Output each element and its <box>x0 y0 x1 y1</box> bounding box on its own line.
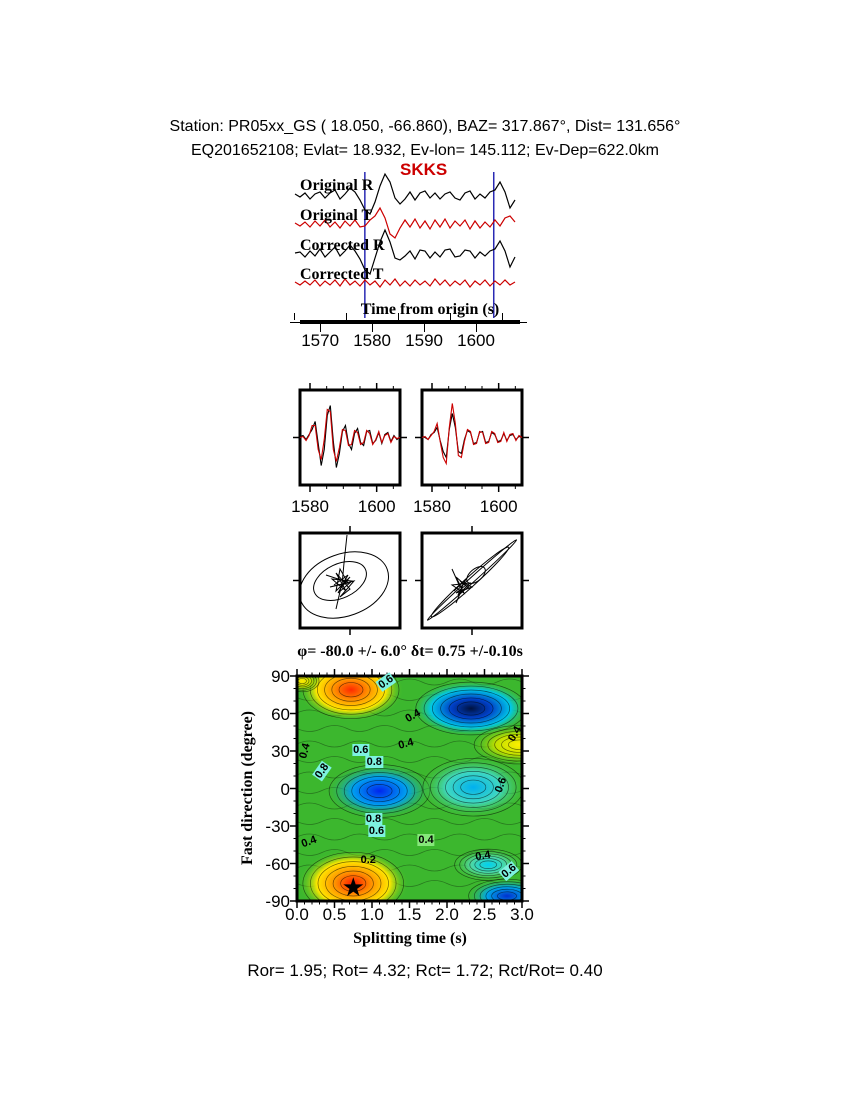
quality-stats-line: Ror= 1.95; Rot= 4.32; Rct= 1.72; Rct/Rot… <box>247 961 603 980</box>
splitting-result-title: φ= -80.0 +/- 6.0° δt= 0.75 +/-0.10s <box>297 643 523 660</box>
fast-slow-tick-label: 1600 <box>357 497 396 516</box>
time-axis-tick-label: 1580 <box>353 331 392 350</box>
seismogram-trace <box>294 206 516 239</box>
particle-motion-after-panel <box>415 526 529 635</box>
figure-title-line1: Station: PR05xx_GS ( 18.050, -66.860), B… <box>169 118 681 135</box>
fast-direction-tick-label: -90 <box>265 892 290 911</box>
fast-slow-trace <box>421 403 523 466</box>
fast-slow-panel-right <box>415 383 529 492</box>
time-axis-tick-label: 1570 <box>301 331 340 350</box>
time-axis-bar <box>300 320 520 324</box>
time-axis-tick <box>475 324 477 332</box>
time-axis-tick-label: 1600 <box>457 331 495 350</box>
seismogram-trace <box>294 172 516 215</box>
error-surface-plot <box>290 669 529 908</box>
fast-slow-tick-label: 1600 <box>479 497 518 516</box>
seismogram-trace <box>294 278 516 288</box>
panel-border <box>298 388 402 487</box>
trace-label-corrected-r: Corrected R <box>300 237 385 254</box>
fast-slow-trace <box>421 413 523 460</box>
trace-label-original-r: Original R <box>300 177 374 194</box>
trace-label-corrected-t: Corrected T <box>300 266 384 283</box>
fast-slow-panel-left <box>293 383 407 492</box>
fast-slow-tick-label: 1580 <box>291 497 329 516</box>
time-axis-label: Time from origin (s) <box>360 301 500 318</box>
seismogram-traces-panel <box>294 172 516 318</box>
particle-motion-after-drawing <box>415 526 529 635</box>
fast-slow-trace <box>299 408 401 462</box>
particle-motion-before-drawing <box>293 526 407 635</box>
time-axis-tick <box>371 324 373 332</box>
phase-name-label: SKKS <box>400 160 448 179</box>
time-axis-tick <box>319 324 321 332</box>
time-axis-tick-label: 1590 <box>405 331 443 350</box>
fast-direction-axis-label: Fast direction (degree) <box>239 710 256 866</box>
fast-slow-tick-label: 1580 <box>413 497 451 516</box>
particle-motion-before-panel <box>293 526 407 635</box>
seismogram-trace <box>294 228 516 276</box>
figure-title-line2: EQ201652108; Evlat= 18.932, Ev-lon= 145.… <box>190 142 660 159</box>
splitting-time-axis-label: Splitting time (s) <box>353 930 467 947</box>
fast-direction-tick-label: 90 <box>271 667 290 686</box>
time-axis-tick <box>423 324 425 332</box>
trace-label-original-t: Original T <box>300 207 373 224</box>
